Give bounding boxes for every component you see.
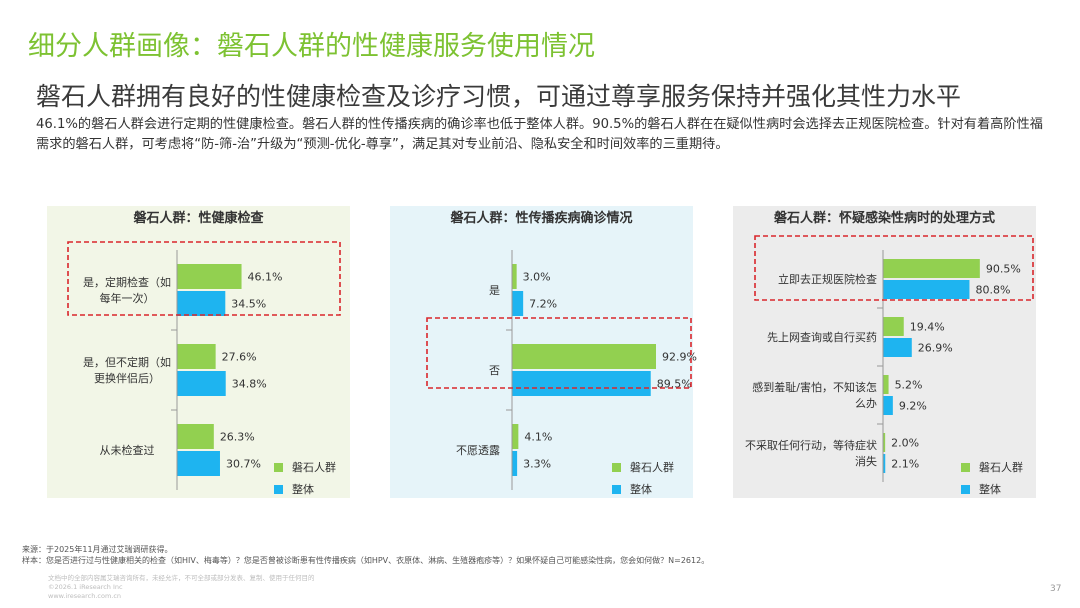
- bar-series-1: [883, 317, 904, 336]
- footer-copyright: 文档中的全部内容属艾瑞咨询所有，未经允许，不可全部或部分发表、复制、使用于任何目…: [48, 574, 315, 601]
- data-label: 5.2%: [895, 379, 923, 392]
- bar-series-2: [177, 291, 226, 316]
- footer-source: 来源：于2025年11月通过艾瑞调研获得。: [22, 545, 173, 554]
- category-label: 否: [489, 364, 500, 377]
- bar-series-1: [883, 375, 889, 394]
- legend-label-series-1: 磐石人群: [630, 461, 674, 474]
- data-label: 4.1%: [524, 431, 552, 444]
- bar-series-2: [883, 454, 886, 473]
- data-label: 80.8%: [975, 284, 1010, 297]
- category-label: 不愿透露: [456, 444, 500, 457]
- category-label: 从未检查过: [100, 443, 155, 457]
- category-label: 是，但不定期（如: [83, 355, 171, 369]
- data-label: 3.3%: [523, 458, 551, 471]
- legend-swatch-blue: [612, 484, 621, 494]
- data-label: 89.5%: [657, 378, 692, 391]
- data-label: 34.5%: [231, 298, 266, 311]
- bar-series-2: [883, 280, 970, 299]
- page-subtitle: 磐石人群拥有良好的性健康检查及诊疗习惯，可通过尊享服务保持并强化其性力水平: [36, 82, 962, 111]
- legend-label-series-1: 磐石人群: [292, 461, 336, 474]
- bar-series-2: [883, 396, 893, 415]
- legend-swatch-green: [274, 462, 283, 472]
- data-label: 19.4%: [910, 321, 945, 334]
- data-label: 7.2%: [529, 298, 557, 311]
- data-label: 90.5%: [986, 263, 1021, 276]
- bar-series-1: [177, 344, 216, 369]
- bar-series-1: [512, 264, 517, 289]
- chart-legend: 磐石人群 整体: [612, 456, 674, 500]
- bar-series-2: [177, 371, 226, 396]
- bar-series-2: [512, 371, 651, 396]
- chart-panel-std-diagnosis: 磐石人群：性传播疾病确诊情况 3.0% 7.2% 是 92.9% 89.5% 否 4.1% 3.…: [390, 206, 697, 500]
- bar-series-2: [512, 451, 518, 476]
- legend-label-series-2: 整体: [630, 483, 652, 496]
- page-title: 细分人群画像：磐石人群的性健康服务使用情况: [28, 31, 595, 62]
- legend-label-series-2: 整体: [979, 483, 1001, 496]
- data-label: 27.6%: [222, 351, 257, 364]
- data-label: 26.9%: [918, 342, 953, 355]
- data-label: 92.9%: [662, 351, 697, 364]
- chart-panel-suspected-infection: 磐石人群：怀疑感染性病时的处理方式 90.5% 80.8% 立即去正规医院检查 19.4…: [733, 206, 1036, 498]
- chart-legend: 磐石人群 整体: [274, 456, 336, 500]
- footer-sample: 样本：您是否进行过与性健康相关的检查（如HIV、梅毒等）？您是否曾被诊断患有性传…: [22, 556, 710, 565]
- data-label: 3.0%: [523, 271, 551, 284]
- bar-series-2: [177, 451, 220, 476]
- bar-series-1: [177, 264, 242, 289]
- bar-series-1: [883, 259, 980, 278]
- category-label: 是: [489, 284, 500, 297]
- footer-fine-3: www.iresearch.com.cn: [48, 592, 122, 600]
- legend-label-series-1: 磐石人群: [979, 461, 1023, 474]
- bar-series-1: [512, 424, 519, 449]
- category-label: 感到羞耻/害怕，不知该怎: [752, 380, 877, 394]
- chart-panel-health-check: 磐石人群：性健康检查 46.1% 34.5% 是，定期检查（如 每年一次） 27.6% 34…: [47, 206, 350, 498]
- legend-swatch-green: [612, 462, 621, 472]
- footer-fine-2: ©2026.1 iResearch Inc: [48, 583, 123, 591]
- bar-series-2: [883, 338, 912, 357]
- chart-std-diagnosis: 磐石人群：性传播疾病确诊情况 3.0% 7.2% 是 92.9% 89.5% 否 4.1% 3.…: [426, 210, 697, 490]
- category-label: 每年一次）: [100, 291, 155, 305]
- data-label: 26.3%: [220, 431, 255, 444]
- page-number: 37: [1050, 584, 1062, 594]
- category-label: 么办: [855, 397, 877, 410]
- data-label: 9.2%: [899, 400, 927, 413]
- data-label: 2.1%: [891, 458, 919, 471]
- chart-title: 磐石人群：性健康检查: [133, 210, 264, 226]
- data-label: 30.7%: [226, 458, 261, 471]
- bar-series-1: [883, 433, 886, 452]
- footer-notes: 来源：于2025年11月通过艾瑞调研获得。 样本：您是否进行过与性健康相关的检查…: [22, 544, 709, 566]
- category-label: 消失: [855, 454, 877, 468]
- chart-title: 磐石人群：怀疑感染性病时的处理方式: [774, 210, 995, 226]
- category-label: 先上网查询或自行买药: [767, 330, 877, 344]
- data-label: 46.1%: [248, 271, 283, 284]
- bar-series-1: [177, 424, 214, 449]
- category-label: 立即去正规医院检查: [778, 272, 877, 286]
- highlight-box: [426, 317, 692, 389]
- data-label: 2.0%: [891, 437, 919, 450]
- category-label: 更换伴侣后）: [94, 371, 160, 385]
- chart-title: 磐石人群：性传播疾病确诊情况: [450, 210, 632, 226]
- legend-swatch-blue: [961, 484, 970, 494]
- highlight-box: [754, 235, 1034, 301]
- bar-series-1: [512, 344, 656, 369]
- bar-series-2: [512, 291, 524, 316]
- chart-suspected-infection: 磐石人群：怀疑感染性病时的处理方式 90.5% 80.8% 立即去正规医院检查 19.4…: [745, 210, 1034, 482]
- chart-legend: 磐石人群 整体: [961, 456, 1023, 500]
- category-label: 不采取任何行动，等待症状: [745, 438, 877, 452]
- legend-swatch-green: [961, 462, 970, 472]
- legend-label-series-2: 整体: [292, 483, 314, 496]
- category-label: 是，定期检查（如: [83, 275, 171, 289]
- highlight-box: [67, 241, 341, 316]
- data-label: 34.8%: [232, 378, 267, 391]
- page-description: 46.1%的磐石人群会进行定期的性健康检查。磐石人群的性传播疾病的确诊率也低于整…: [36, 117, 1043, 152]
- footer-fine-1: 文档中的全部内容属艾瑞咨询所有，未经允许，不可全部或部分发表、复制、使用于任何目…: [48, 574, 315, 582]
- legend-swatch-blue: [274, 484, 283, 494]
